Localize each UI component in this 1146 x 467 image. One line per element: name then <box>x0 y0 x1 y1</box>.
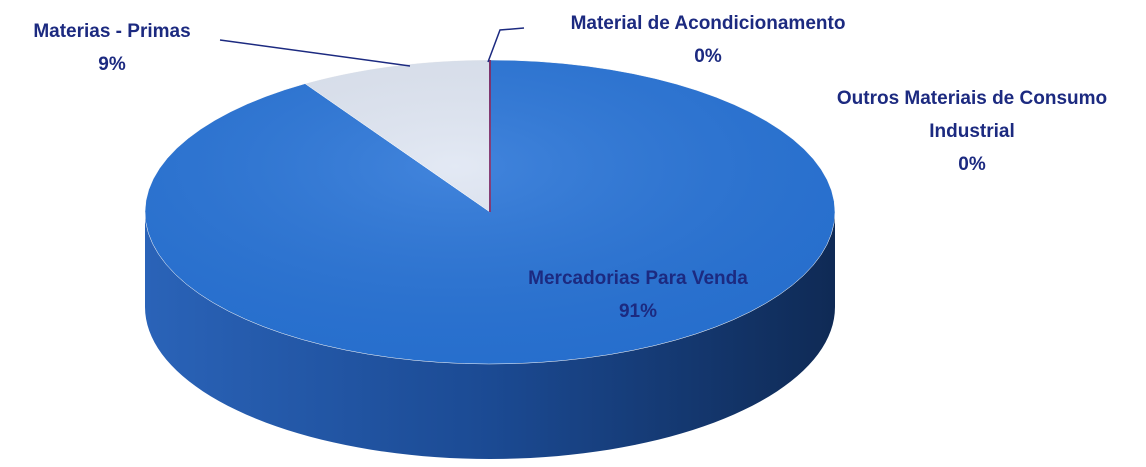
data-label: Mercadorias Para Venda 91% <box>508 262 768 328</box>
value-label: 0% <box>958 154 986 175</box>
category-label: Mercadorias Para Venda <box>528 268 748 289</box>
leader-line <box>487 27 525 63</box>
value-label: 0% <box>694 46 722 67</box>
data-label: Materias - Primas 9% <box>0 15 232 81</box>
category-label: Materias - Primas <box>33 21 191 42</box>
data-label: Outros Materiais de Consumo Industrial 0% <box>792 82 1146 181</box>
category-label: Material de Acondicionamento <box>570 13 846 34</box>
slices <box>144 59 836 459</box>
value-label: 9% <box>98 54 126 75</box>
value-label: 91% <box>618 301 658 322</box>
data-label: Material de Acondicionamento 0% <box>518 7 898 73</box>
category-label: Outros Materiais de Consumo Industrial <box>836 88 1108 142</box>
slice-side <box>145 212 835 459</box>
leader-line <box>219 39 411 67</box>
